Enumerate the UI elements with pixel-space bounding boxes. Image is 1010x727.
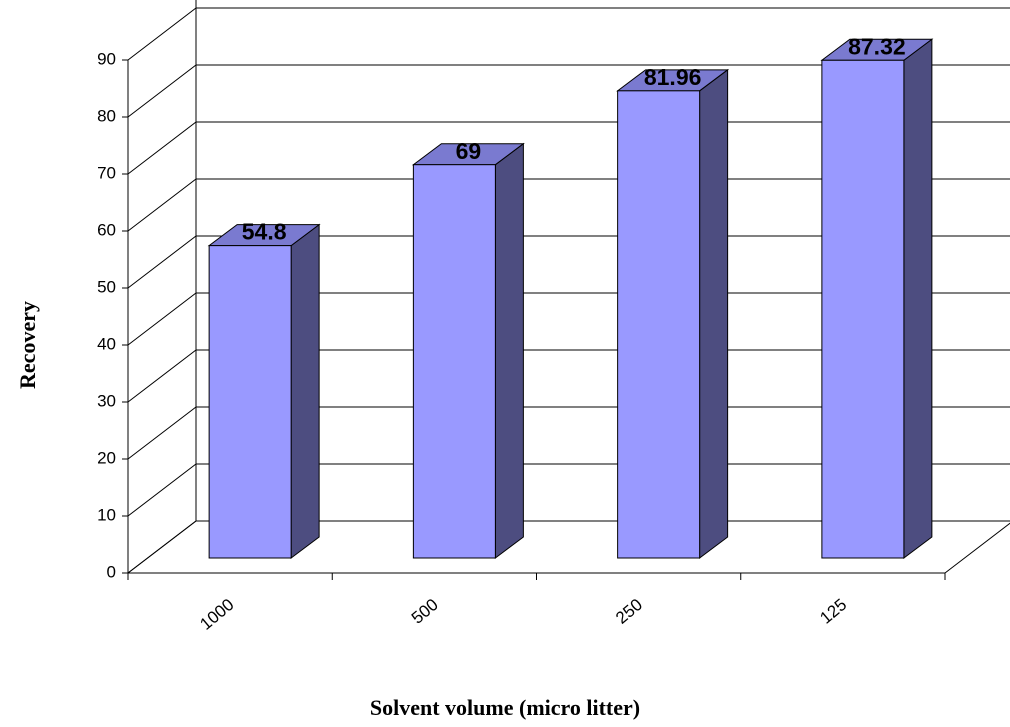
bar (412, 164, 496, 559)
y-axis-title: Recovery (15, 301, 40, 389)
bar (617, 90, 701, 559)
grid-line (127, 121, 1010, 175)
value-label: 69 (456, 138, 482, 164)
x-tick-label: 500 (408, 595, 442, 628)
grid-line (127, 292, 1010, 346)
grid-line (127, 463, 1010, 517)
grid-line (127, 520, 1010, 574)
y-tick-label: 20 (97, 448, 116, 467)
grid-line (127, 349, 1010, 403)
bar (208, 245, 292, 559)
x-tick-label: 250 (612, 595, 646, 628)
y-tick-label: 90 (97, 49, 116, 68)
y-tick-label: 60 (97, 220, 116, 239)
x-tick-label: 1000 (196, 595, 237, 634)
y-tick-label: 10 (97, 505, 116, 524)
x-tick-label: 125 (816, 595, 850, 628)
bar-side (290, 223, 320, 559)
value-label: 87.32 (848, 33, 906, 59)
bar (821, 59, 905, 559)
y-tick-label: 50 (97, 277, 116, 296)
y-tick-label: 40 (97, 334, 116, 353)
x-axis-title: Solvent volume (micro litter) (370, 695, 640, 720)
grid-line (127, 406, 1010, 460)
y-tick-label: 0 (107, 562, 116, 581)
grid-line (127, 7, 1010, 61)
y-tick-label: 30 (97, 391, 116, 410)
bar-side (699, 68, 729, 559)
y-tick-label: 70 (97, 163, 116, 182)
y-tick-label: 80 (97, 106, 116, 125)
grid-line (127, 178, 1010, 232)
bar-side (494, 142, 524, 559)
grid-line (127, 235, 1010, 289)
value-label: 81.96 (644, 64, 702, 90)
grid-line (127, 64, 1010, 118)
value-label: 54.8 (242, 219, 287, 245)
bar-side (903, 38, 933, 559)
